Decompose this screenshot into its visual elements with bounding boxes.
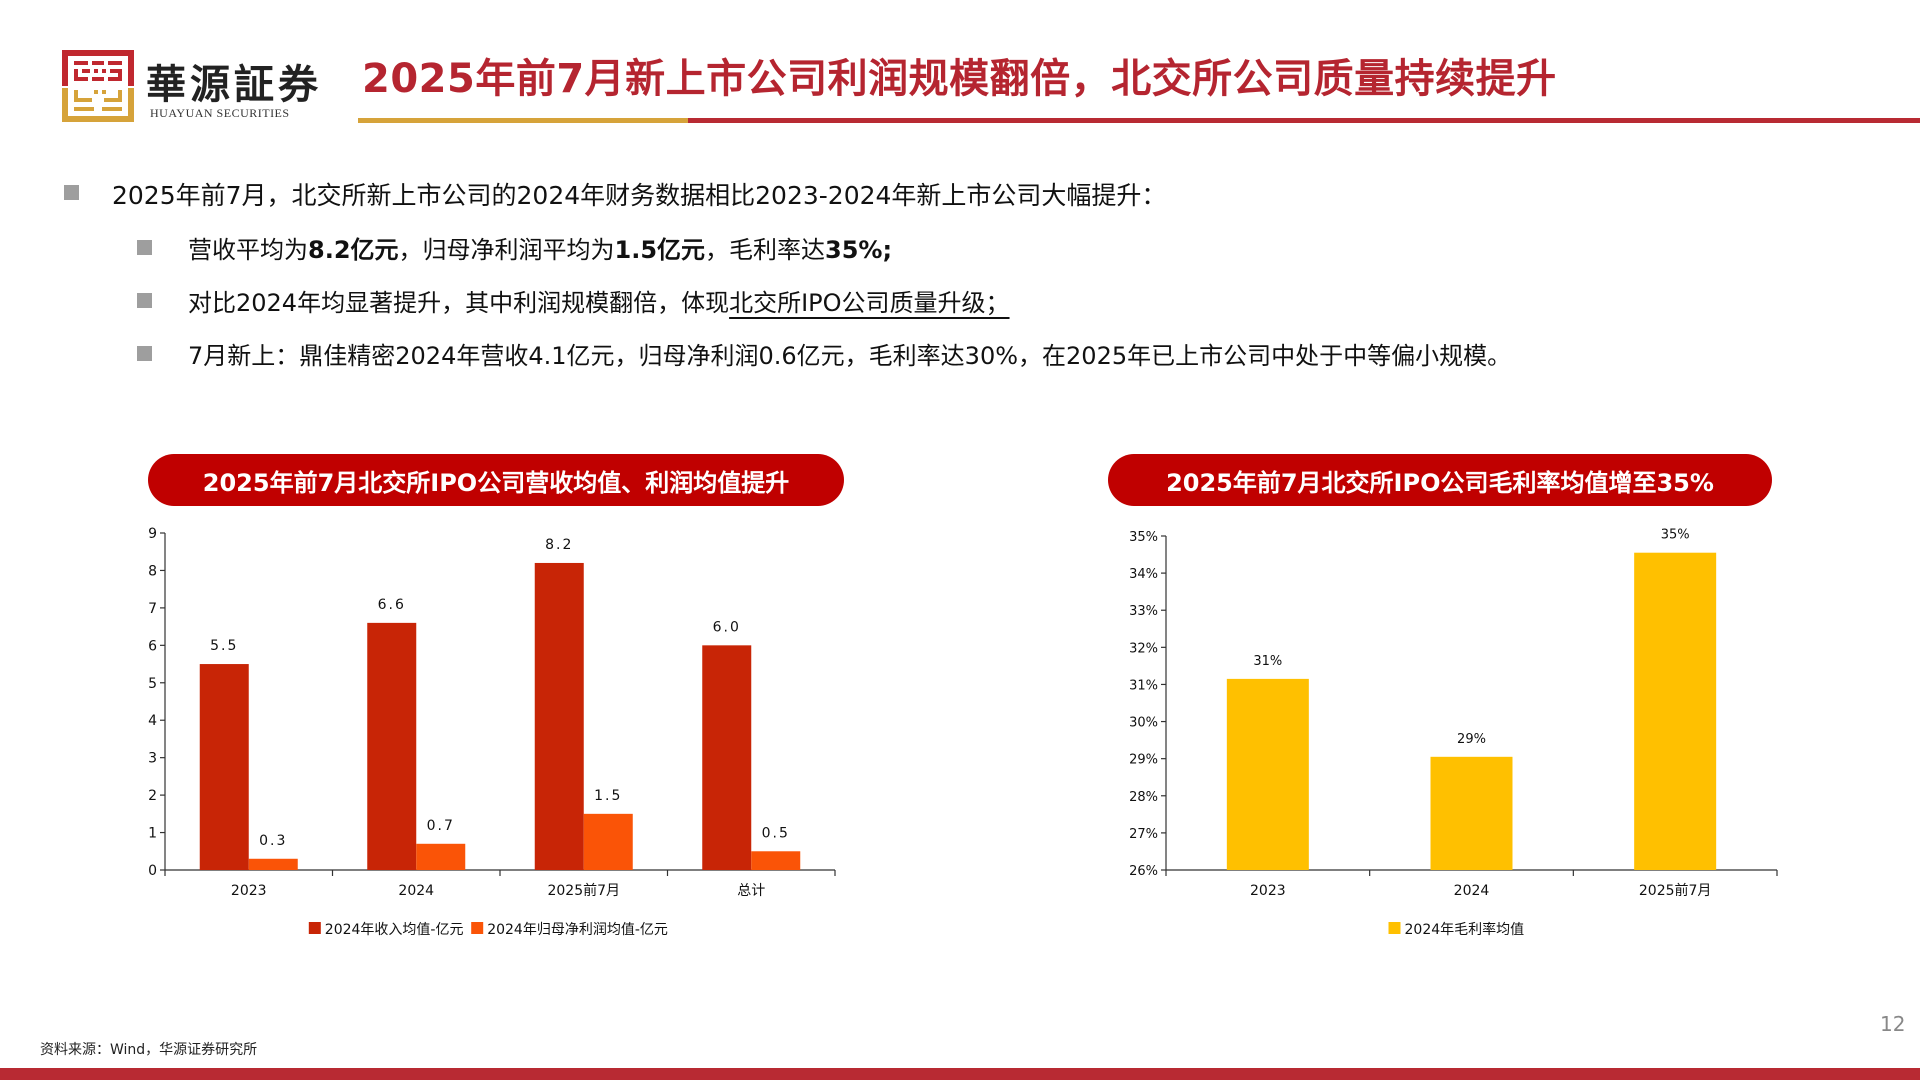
- legend-label: 2024年收入均值-亿元: [325, 922, 464, 938]
- y-tick-label: 31%: [1129, 678, 1158, 693]
- y-tick-label: 35%: [1129, 530, 1158, 545]
- x-category-label: 2025前7月: [1639, 882, 1712, 899]
- y-tick-label: 34%: [1129, 567, 1158, 582]
- y-tick-label: 7: [148, 601, 157, 617]
- bullet-square-icon: [137, 293, 152, 308]
- bar: [248, 858, 298, 870]
- page-title: 2025年前7月新上市公司利润规模翻倍，北交所公司质量持续提升: [362, 56, 1557, 102]
- y-tick-label: 30%: [1129, 716, 1158, 731]
- highlight-revenue: 8.2亿元: [308, 236, 399, 264]
- legend-swatch: [1388, 922, 1401, 934]
- page-number: 12: [1880, 1012, 1906, 1036]
- y-tick-label: 6: [148, 638, 157, 654]
- y-tick-label: 9: [148, 526, 157, 542]
- x-category-label: 2023: [1250, 883, 1286, 899]
- chart-gross-margin: 26% 27% 28% 29% 30% 31% 32% 33% 34% 35% 2023 31% 202…: [1129, 528, 1778, 938]
- bar: [199, 664, 249, 870]
- y-tick-label: 4: [148, 713, 157, 729]
- y-tick-label: 2: [148, 788, 157, 804]
- footer-bar: [0, 1068, 1920, 1080]
- highlight-profit: 1.5亿元: [614, 236, 706, 264]
- bullet-square-icon: [64, 185, 79, 200]
- bar-value-label: 29%: [1457, 732, 1486, 747]
- bullet-sub-comparison: 对比2024年均显著提升，其中利润规模翻倍，体现北交所IPO公司质量升级；: [188, 283, 1010, 318]
- y-tick-label: 3: [148, 751, 157, 767]
- bar-value-label: 0.3: [259, 833, 287, 849]
- title-divider-gold: [358, 118, 688, 123]
- x-category-label: 2023: [231, 883, 267, 899]
- text-segment: 对比2024年均显著提升，其中利润规模翻倍，体现: [188, 289, 730, 317]
- y-tick-label: 26%: [1129, 864, 1158, 879]
- bar: [1430, 756, 1513, 870]
- bar: [416, 843, 466, 870]
- x-category-label: 2024: [1454, 883, 1490, 899]
- y-tick-label: 33%: [1129, 604, 1158, 619]
- underlined-conclusion: 北交所IPO公司质量升级；: [729, 289, 1010, 317]
- text-segment: ，毛利率达: [705, 236, 826, 264]
- legend-label: 2024年毛利率均值: [1405, 921, 1525, 938]
- x-category-label: 总计: [737, 883, 765, 899]
- bar-value-label: 5.5: [210, 638, 238, 654]
- bar: [583, 813, 633, 870]
- legend-label: 2024年归母净利润均值-亿元: [487, 921, 668, 938]
- huayuan-logo-icon: [62, 50, 134, 122]
- bar: [367, 622, 417, 870]
- chart1-title: 2025年前7月北交所IPO公司营收均值、利润均值提升: [148, 454, 844, 506]
- bar: [534, 562, 584, 870]
- chart2-title: 2025年前7月北交所IPO公司毛利率均值增至35%: [1108, 454, 1772, 506]
- bar: [1634, 552, 1717, 870]
- title-divider-red: [688, 118, 1920, 123]
- bar-value-label: 1.5: [594, 788, 622, 804]
- y-tick-label: 1: [148, 826, 157, 842]
- bullet-sub-revenue: 营收平均为8.2亿元，归母净利润平均为1.5亿元，毛利率达35%;: [188, 230, 892, 265]
- bar: [702, 645, 752, 870]
- highlight-margin: 35%;: [825, 236, 893, 264]
- y-tick-label: 5: [148, 676, 157, 692]
- bullet-main: 2025年前7月，北交所新上市公司的2024年财务数据相比2023-2024年新…: [112, 181, 1167, 210]
- legend-swatch: [471, 922, 484, 934]
- bar-value-label: 35%: [1661, 528, 1690, 543]
- bar-value-label: 31%: [1253, 654, 1282, 669]
- y-tick-label: 28%: [1129, 790, 1158, 805]
- bar-value-label: 0.5: [762, 825, 790, 841]
- bullet-square-icon: [137, 240, 152, 255]
- bullet-square-icon: [137, 346, 152, 361]
- bar-value-label: 6.0: [713, 619, 741, 635]
- y-tick-label: 32%: [1129, 641, 1158, 656]
- source-note: 资料来源：Wind，华源证券研究所: [40, 1042, 258, 1058]
- brand-name-en: HUAYUAN SECURITIES: [150, 106, 290, 120]
- x-category-label: 2025前7月: [547, 882, 620, 899]
- bar-value-label: 6.6: [378, 597, 406, 613]
- bar-value-label: 8.2: [545, 537, 573, 553]
- bar: [1226, 678, 1309, 870]
- y-tick-label: 27%: [1129, 827, 1158, 842]
- x-category-label: 2024: [398, 883, 434, 899]
- y-tick-label: 29%: [1129, 753, 1158, 768]
- chart-revenue-profit: 0 1 2 3 4 5 6 7 8 9 2023 5.5 0.3 2024 6.6 0.7 2025前7月 8.2…: [148, 526, 836, 938]
- y-tick-label: 0: [148, 863, 157, 879]
- bar-value-label: 0.7: [427, 818, 455, 834]
- text-segment: ，归母净利润平均为: [398, 236, 615, 264]
- bar: [751, 851, 801, 870]
- text-segment: 营收平均为: [188, 236, 308, 264]
- y-tick-label: 8: [148, 563, 157, 579]
- legend-swatch: [308, 922, 321, 934]
- bullet-sub-july: 7月新上：鼎佳精密2024年营收4.1亿元，归母净利润0.6亿元，毛利率达30%…: [188, 342, 1512, 370]
- brand-name-cn: 華源証券: [146, 61, 322, 108]
